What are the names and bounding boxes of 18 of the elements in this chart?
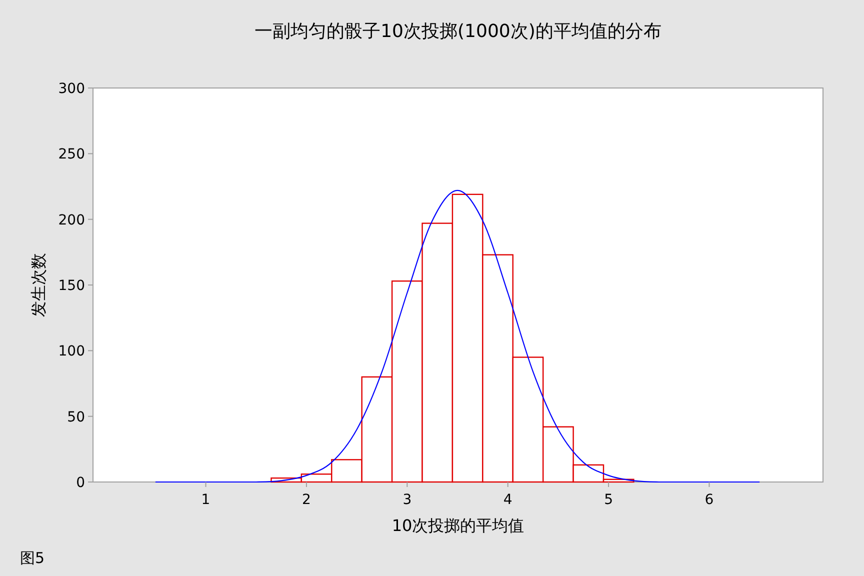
chart-title: 一副均匀的骰子10次投掷(1000次)的平均值的分布 bbox=[254, 21, 662, 42]
x-tick-label: 6 bbox=[704, 492, 714, 508]
x-tick-label: 4 bbox=[503, 492, 512, 508]
line-series bbox=[154, 190, 760, 483]
x-tick-label: 1 bbox=[201, 492, 210, 508]
y-tick-label: 0 bbox=[76, 475, 85, 491]
y-tick-label: 250 bbox=[58, 146, 85, 163]
x-tick-label: 3 bbox=[402, 492, 412, 508]
y-tick-label: 300 bbox=[58, 81, 85, 97]
y-tick-label: 100 bbox=[58, 344, 85, 360]
x-tick-label: 5 bbox=[604, 492, 613, 508]
x-tick-label: 2 bbox=[302, 492, 311, 508]
y-tick-label: 50 bbox=[67, 409, 85, 426]
y-tick-label: 200 bbox=[58, 212, 85, 228]
x-axis-title: 10次投掷的平均值 bbox=[392, 516, 524, 535]
y-tick-label: 150 bbox=[58, 278, 85, 294]
y-axis-title: 发生次数 bbox=[29, 253, 48, 317]
caption: 图5 bbox=[20, 549, 45, 567]
